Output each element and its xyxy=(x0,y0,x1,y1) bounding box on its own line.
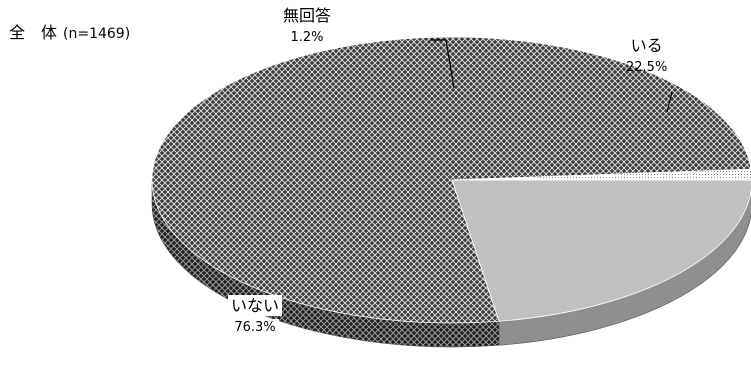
pie-slice-mukaito xyxy=(451,168,751,181)
slice-label-inai-value: 76.3% xyxy=(231,319,279,336)
pie-slice-iru xyxy=(451,179,751,322)
leader-line-mukaito xyxy=(430,39,455,89)
chart-title: 全 体 (n=1469) xyxy=(9,19,130,43)
slice-label-mukaito-value: 1.2% xyxy=(290,30,324,45)
slice-label-iru: いる 22.5% xyxy=(626,36,667,77)
slice-label-inai-name: いない xyxy=(228,295,283,316)
leader-line-iru xyxy=(666,91,673,113)
slice-label-inai: いない 76.3% xyxy=(228,295,283,337)
pie-slice-inai xyxy=(151,36,751,324)
slice-label-iru-name: いる xyxy=(630,36,663,55)
chart-title-text: 全 体 xyxy=(9,23,58,42)
slice-label-mukaito-name: 無回答 xyxy=(283,6,332,25)
chart-sample-size: (n=1469) xyxy=(63,26,131,42)
slice-label-mukaito: 無回答 1.2% xyxy=(283,6,331,47)
slice-label-iru-value: 22.5% xyxy=(626,60,668,75)
